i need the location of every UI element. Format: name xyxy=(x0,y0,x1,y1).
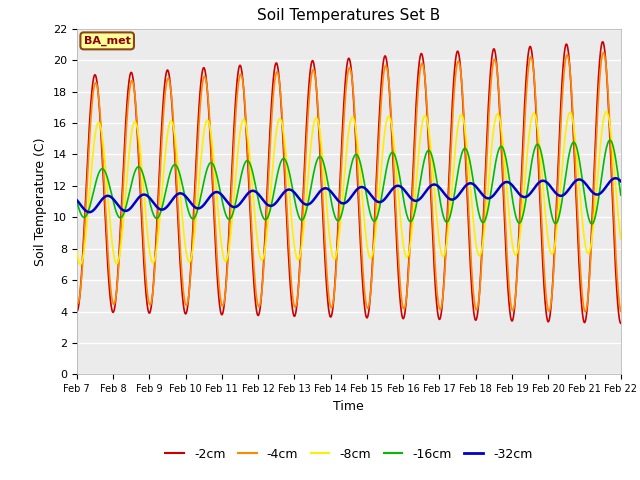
-32cm xyxy=(135,194,143,200)
-2cm xyxy=(135,160,143,166)
-32cm xyxy=(86,209,93,215)
-4cm xyxy=(167,90,175,96)
-4cm xyxy=(305,98,313,104)
-32cm xyxy=(73,197,81,203)
Line: -32cm: -32cm xyxy=(77,178,621,212)
-16cm xyxy=(617,192,625,198)
-16cm xyxy=(607,137,614,143)
-2cm xyxy=(305,82,313,87)
-8cm xyxy=(617,236,625,242)
Line: -16cm: -16cm xyxy=(77,140,621,224)
-2cm xyxy=(73,309,81,314)
-4cm xyxy=(282,173,289,179)
-16cm xyxy=(135,164,143,169)
-8cm xyxy=(77,262,84,267)
-16cm xyxy=(167,167,175,173)
-16cm xyxy=(548,211,556,217)
-32cm xyxy=(617,179,625,184)
-16cm xyxy=(588,221,596,227)
-2cm xyxy=(282,188,289,193)
-2cm xyxy=(607,144,614,150)
Text: BA_met: BA_met xyxy=(84,36,131,46)
-16cm xyxy=(305,195,313,201)
-2cm xyxy=(599,39,607,45)
Line: -4cm: -4cm xyxy=(77,53,621,312)
-8cm xyxy=(73,248,81,254)
-8cm xyxy=(607,126,614,132)
-8cm xyxy=(135,137,143,143)
Line: -2cm: -2cm xyxy=(77,42,621,324)
-4cm xyxy=(607,135,614,141)
Title: Soil Temperatures Set B: Soil Temperatures Set B xyxy=(257,9,440,24)
-16cm xyxy=(73,198,81,204)
-32cm xyxy=(612,175,620,181)
-32cm xyxy=(168,198,175,204)
-8cm xyxy=(168,118,175,124)
-16cm xyxy=(606,137,614,143)
Y-axis label: Soil Temperature (C): Soil Temperature (C) xyxy=(35,137,47,266)
-8cm xyxy=(548,251,556,257)
-4cm xyxy=(581,309,589,315)
-2cm xyxy=(167,91,175,96)
Line: -8cm: -8cm xyxy=(77,111,621,264)
-8cm xyxy=(602,108,610,114)
-2cm xyxy=(548,298,556,303)
-16cm xyxy=(282,157,289,163)
-32cm xyxy=(548,185,556,191)
-4cm xyxy=(135,148,143,154)
-4cm xyxy=(548,297,556,302)
Legend: -2cm, -4cm, -8cm, -16cm, -32cm: -2cm, -4cm, -8cm, -16cm, -32cm xyxy=(160,443,538,466)
-32cm xyxy=(282,188,289,194)
-4cm xyxy=(617,309,625,314)
X-axis label: Time: Time xyxy=(333,400,364,413)
-32cm xyxy=(607,179,614,184)
-2cm xyxy=(617,321,625,326)
-4cm xyxy=(73,300,81,306)
-4cm xyxy=(600,50,607,56)
-8cm xyxy=(282,147,289,153)
-32cm xyxy=(305,201,313,207)
-8cm xyxy=(305,161,313,167)
